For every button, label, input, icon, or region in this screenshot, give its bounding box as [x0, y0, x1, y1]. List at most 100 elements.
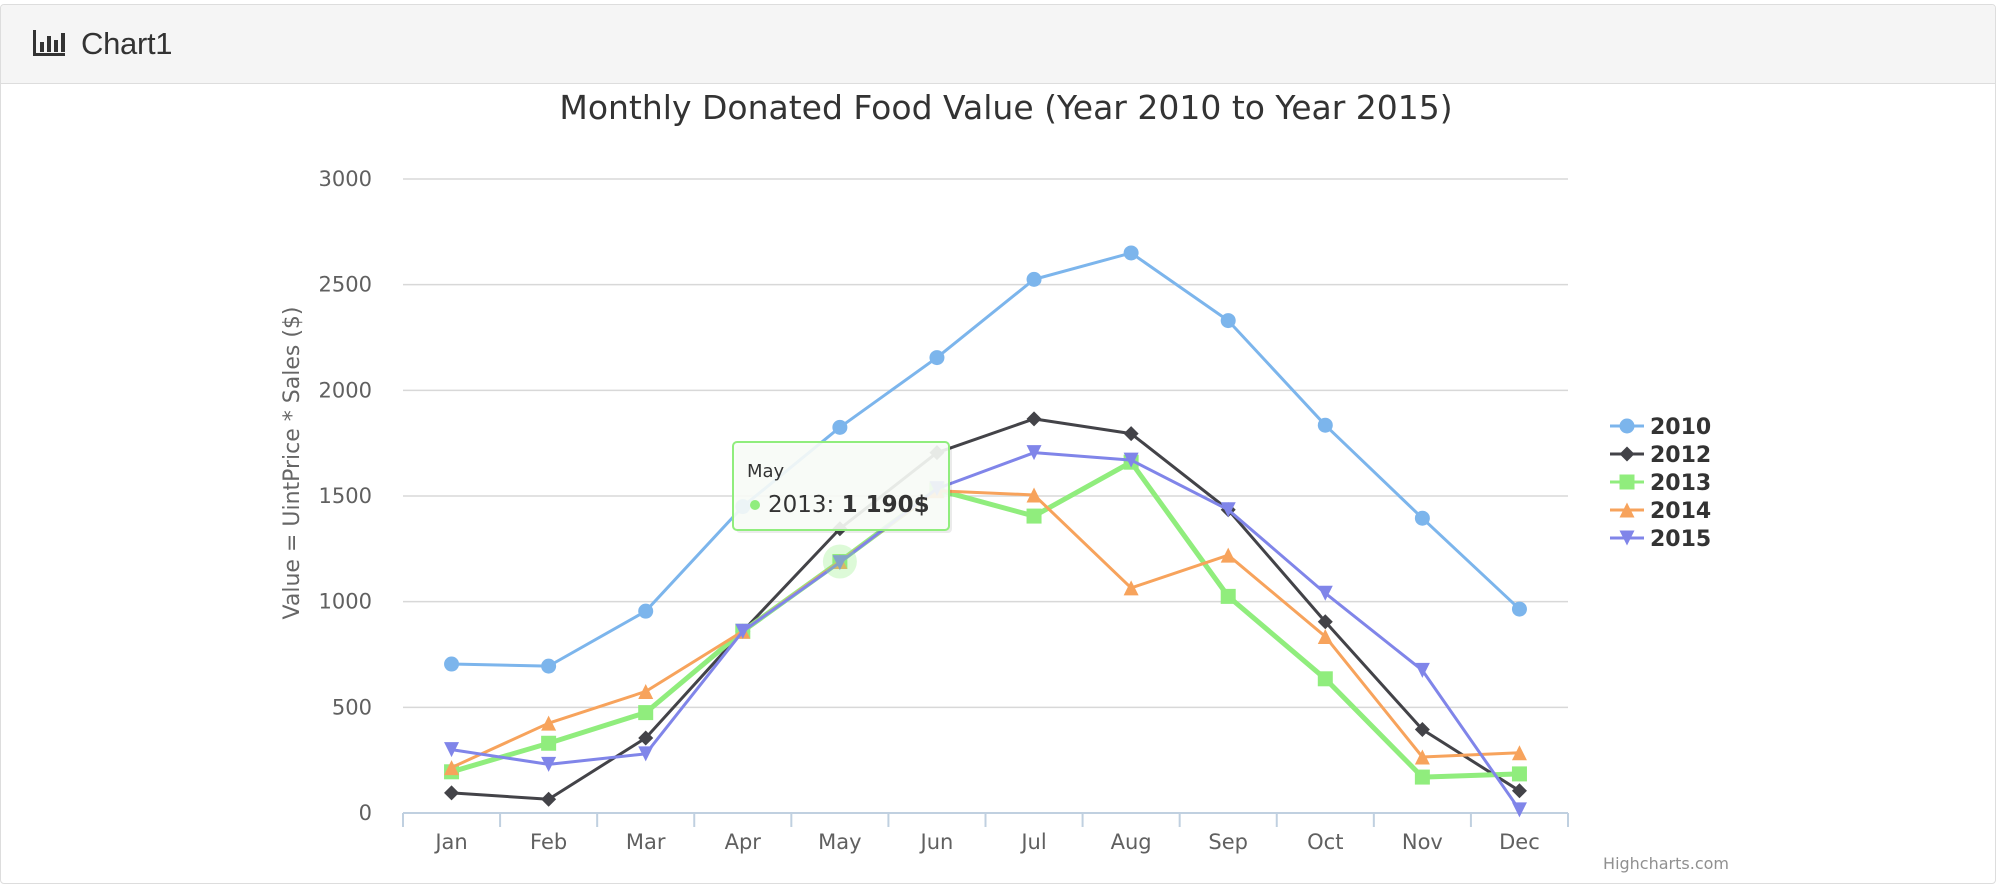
x-tick-label: Jul	[1019, 830, 1046, 854]
y-axis-label: Value = UintPrice * Sales ($)	[280, 307, 305, 620]
x-tick-label: Oct	[1307, 830, 1343, 854]
series-2010	[444, 245, 1527, 674]
data-point	[1220, 313, 1236, 329]
series-2015	[444, 445, 1527, 818]
tooltip-separator: :	[827, 492, 842, 518]
tooltip-value: 1 190$	[842, 492, 930, 518]
line-chart: Jan Feb Mar Apr May Jun Jul Aug Sep Oct Nov Dec 0 50…	[280, 88, 1729, 873]
y-tick-label: 2000	[319, 378, 372, 402]
data-point	[1511, 601, 1527, 617]
y-tick-label: 1500	[319, 484, 372, 508]
tooltip-box	[732, 441, 950, 531]
y-tick-label: 2500	[319, 273, 372, 297]
data-point	[1414, 769, 1430, 785]
data-point	[1414, 749, 1430, 765]
data-point	[1026, 445, 1042, 461]
y-tick-label: 1000	[319, 590, 372, 614]
legend-marker	[1619, 530, 1635, 546]
legend-marker	[1619, 502, 1635, 518]
legend-marker	[1619, 418, 1635, 434]
data-point	[1026, 487, 1042, 503]
x-tick-label: Nov	[1402, 830, 1443, 854]
legend-item-2014[interactable]: 2014	[1610, 499, 1711, 524]
series-2013	[444, 454, 1527, 785]
x-tick-label: Aug	[1111, 830, 1152, 854]
chart-panel: Chart1	[0, 4, 1996, 884]
series-line-2012	[450, 417, 1521, 801]
data-point	[1123, 580, 1139, 596]
data-point	[638, 730, 654, 746]
legend-label: 2014	[1650, 499, 1711, 524]
tooltip-header: May	[747, 461, 785, 482]
x-tick-label: Jun	[919, 830, 954, 854]
data-point	[1414, 722, 1430, 738]
data-point	[541, 756, 557, 772]
data-point	[1317, 629, 1333, 645]
panel-title: Chart1	[81, 26, 173, 61]
data-point	[1511, 783, 1527, 799]
tooltip: May 2013: 1 190$	[732, 441, 952, 533]
legend-marker	[1619, 474, 1635, 490]
credits-link[interactable]: Highcharts.com	[1603, 854, 1729, 873]
x-axis: Jan Feb Mar Apr May Jun Jul Aug Sep Oct Nov Dec	[402, 812, 1569, 854]
data-point	[735, 623, 751, 639]
data-point	[541, 715, 557, 731]
legend: 2010 2012 2013 2014 2015	[1610, 415, 1711, 552]
data-point	[1123, 452, 1139, 468]
data-point	[638, 603, 654, 619]
legend-label: 2010	[1650, 415, 1711, 440]
y-axis: 0 500 1000 1500 2000 2500 3000	[319, 167, 372, 825]
legend-label: 2013	[1650, 471, 1711, 496]
legend-item-2015[interactable]: 2015	[1610, 527, 1711, 552]
x-tick-label: Feb	[530, 830, 567, 854]
series-2014	[444, 483, 1527, 776]
series-line-2010	[450, 251, 1521, 668]
data-point	[638, 746, 654, 762]
series-line-2015	[450, 451, 1521, 812]
data-point	[1414, 510, 1430, 526]
data-point	[541, 791, 557, 807]
legend-item-2013[interactable]: 2013	[1610, 471, 1711, 496]
bar-chart-icon	[33, 30, 65, 56]
tooltip-bullet	[750, 500, 760, 510]
data-point	[638, 683, 654, 699]
data-point	[1511, 745, 1527, 761]
x-tick-label: Mar	[626, 830, 666, 854]
data-point	[444, 785, 460, 801]
series-group	[444, 245, 1527, 818]
data-point	[444, 742, 460, 758]
x-tick-label: Sep	[1208, 830, 1248, 854]
data-point	[1026, 271, 1042, 287]
data-point	[1220, 547, 1236, 563]
x-tick-label: Jan	[433, 830, 467, 854]
data-point	[832, 555, 848, 571]
y-tick-label: 3000	[319, 167, 372, 191]
tooltip-series-name: 2013	[768, 492, 827, 518]
data-point	[1317, 417, 1333, 433]
data-point	[929, 350, 945, 366]
tooltip-series-label: 2013: 1 190$	[768, 492, 930, 518]
x-tick-label: Dec	[1499, 830, 1540, 854]
panel-heading: Chart1	[1, 5, 1995, 84]
data-point	[1317, 585, 1333, 601]
data-point	[1026, 508, 1042, 524]
series-line-2013	[449, 459, 1522, 780]
data-point	[1220, 588, 1236, 604]
legend-item-2012[interactable]: 2012	[1610, 443, 1711, 468]
y-tick-label: 0	[359, 801, 372, 825]
data-point	[1511, 802, 1527, 818]
legend-item-2010[interactable]: 2010	[1610, 415, 1711, 440]
chart-title: Monthly Donated Food Value (Year 2010 to…	[559, 88, 1452, 127]
y-tick-label: 500	[332, 695, 372, 719]
data-point	[1511, 766, 1527, 782]
data-point	[1220, 502, 1236, 518]
legend-label: 2012	[1650, 443, 1711, 468]
data-point	[541, 658, 557, 674]
data-point	[1317, 671, 1333, 687]
data-point	[444, 656, 460, 672]
grid-lines	[403, 178, 1568, 709]
series-line-2014	[450, 489, 1521, 770]
data-point	[638, 705, 654, 721]
x-tick-label: May	[818, 830, 861, 854]
legend-marker	[1619, 446, 1635, 462]
